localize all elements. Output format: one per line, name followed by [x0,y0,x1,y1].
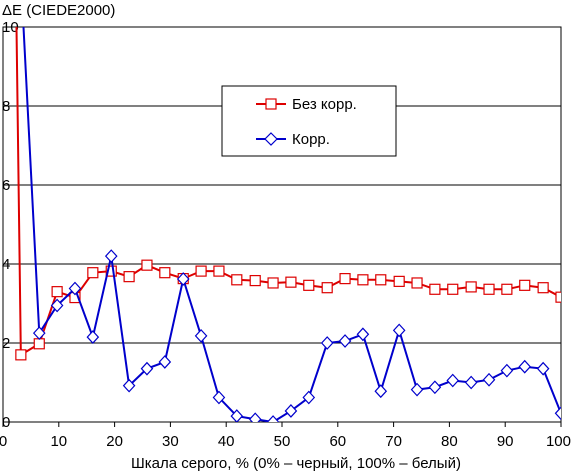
data-point-corrected [248,412,262,422]
legend-label-corrected: Корр. [292,131,330,148]
data-point-uncorrected [501,283,513,295]
x-axis-title: Шкала серого, % (0% – черный, 100% – бел… [131,455,461,472]
legend-marker-uncorrected [265,98,277,110]
data-point-uncorrected [213,265,225,277]
legend-marker-corrected [264,132,278,146]
data-point-corrected [536,361,550,376]
y-tick-label: 10 [2,19,19,36]
data-point-corrected [320,336,334,350]
data-point-uncorrected [303,279,315,291]
data-point-uncorrected [267,277,279,289]
data-point-corrected [284,404,298,418]
data-point-corrected [230,409,244,422]
y-tick-label: 2 [2,335,10,352]
series-layer [15,27,561,422]
data-point-corrected [158,355,172,369]
data-point-corrected [446,373,460,388]
data-point-corrected [356,327,370,342]
data-point-uncorrected [321,282,333,294]
data-point-corrected [482,372,496,387]
data-point-uncorrected [393,275,405,287]
data-point-corrected [212,390,226,405]
data-point-uncorrected [447,283,459,295]
data-point-corrected [500,363,514,378]
y-tick-label: 4 [2,256,10,273]
data-point-corrected [68,281,82,296]
data-point-uncorrected [231,274,243,286]
data-point-uncorrected [33,338,45,350]
x-tick-label: 20 [106,433,123,450]
data-point-uncorrected [51,286,63,298]
data-point-uncorrected [357,274,369,286]
data-point-corrected [194,329,208,343]
x-tick-label: 80 [441,433,458,450]
data-point-corrected [266,415,280,422]
data-point-corrected [428,380,442,395]
x-tick-label: 90 [497,433,514,450]
legend-box [221,85,397,157]
y-tick-label: 8 [2,98,10,115]
data-point-uncorrected [375,274,387,286]
data-point-corrected [104,249,118,263]
data-point-uncorrected [159,267,171,279]
data-point-corrected [410,382,424,397]
data-point-corrected [374,384,388,399]
legend: Без корр. Корр. [221,85,397,157]
x-tick-label: 70 [385,433,402,450]
data-point-corrected [176,272,190,286]
data-point-uncorrected [519,279,531,291]
x-axis: 0 10 20 30 40 50 60 70 80 90 100 [0,422,571,450]
x-tick-label: 40 [218,433,235,450]
data-point-uncorrected [15,349,27,361]
data-point-corrected [32,326,46,341]
data-point-uncorrected [483,283,495,295]
data-point-uncorrected [339,273,351,285]
data-point-corrected [50,298,64,313]
data-point-uncorrected [105,265,117,277]
data-point-corrected [392,323,406,338]
data-point-uncorrected [465,281,477,293]
x-tick-label: 10 [50,433,67,450]
data-point-corrected [338,334,352,348]
x-tick-label: 30 [162,433,179,450]
x-tick-label: 100 [546,433,571,450]
data-point-corrected [122,378,136,393]
data-point-corrected [518,359,532,374]
x-tick-label: 60 [329,433,346,450]
x-tick-label: 0 [0,433,7,450]
data-point-uncorrected [249,274,261,287]
data-point-corrected [554,406,561,421]
data-point-uncorrected [537,282,549,294]
data-point-uncorrected [429,283,441,295]
data-point-uncorrected [411,277,423,289]
data-point-uncorrected [555,291,561,303]
data-point-uncorrected [123,271,135,283]
data-point-uncorrected [195,265,207,277]
data-point-uncorrected [87,267,99,279]
y-axis: 0 2 4 6 8 10 [2,19,19,431]
y-axis-title: ΔE (CIEDE2000) [2,2,115,19]
data-point-corrected [140,361,154,376]
data-point-corrected [464,375,478,390]
data-point-uncorrected [141,259,153,271]
data-point-uncorrected [285,276,297,288]
y-tick-label: 6 [2,177,10,194]
x-tick-label: 50 [274,433,291,450]
legend-label-uncorrected: Без корр. [292,96,357,113]
data-point-corrected [302,390,316,405]
data-point-corrected [86,330,100,344]
y-tick-label: 0 [2,414,10,431]
